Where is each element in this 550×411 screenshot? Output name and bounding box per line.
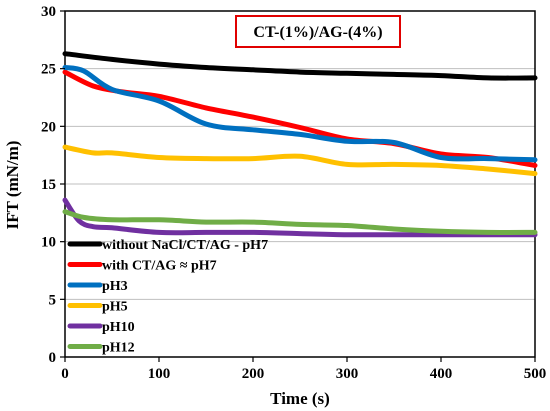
legend: without NaCl/CT/AG - pH7 with CT/AG ≈ pH7… (67, 238, 268, 356)
chart-title-border (235, 15, 401, 48)
series-lines (62, 51, 538, 238)
legend-label-4: pH10 (102, 320, 135, 335)
series-line-3 (62, 144, 538, 177)
y-tick-label-4: 20 (41, 119, 56, 135)
y-tick-label-6: 30 (41, 4, 56, 20)
x-axis-title: Time (s) (270, 389, 330, 408)
chart-title-box: CT-(1%)/AG-(4%) (235, 15, 401, 48)
legend-label-1: with CT/AG ≈ pH7 (102, 259, 217, 274)
grid-lines (65, 68, 535, 300)
y-tick-label-5: 25 (41, 62, 56, 78)
x-tick-label-3: 300 (336, 366, 359, 382)
legend-label-0: without NaCl/CT/AG - pH7 (102, 238, 268, 253)
series-line-5 (62, 209, 538, 235)
x-tick-label-2: 200 (242, 366, 265, 382)
legend-label-5: pH12 (102, 341, 135, 356)
x-tick-label-5: 500 (524, 366, 547, 382)
legend-label-2: pH3 (102, 279, 128, 294)
series-line-0 (62, 51, 538, 81)
series-line-4 (62, 197, 538, 238)
y-tick-labels: 0 5 10 15 20 25 30 (41, 4, 65, 366)
y-tick-label-0: 0 (49, 350, 57, 366)
y-tick-label-2: 10 (41, 235, 56, 251)
y-tick-label-1: 5 (49, 292, 57, 308)
x-tick-label-1: 100 (148, 366, 171, 382)
chart-title: CT-(1%)/AG-(4%) (253, 24, 382, 41)
series-line-1 (62, 69, 538, 168)
y-tick-label-3: 15 (41, 177, 56, 193)
series-line-2 (62, 65, 538, 163)
x-tick-labels: 0 100 200 300 400 500 (61, 357, 546, 382)
x-tick-label-4: 400 (430, 366, 453, 382)
legend-label-3: pH5 (102, 300, 128, 315)
y-axis-title: IFT (mN/m) (3, 141, 22, 230)
x-tick-label-0: 0 (61, 366, 69, 382)
